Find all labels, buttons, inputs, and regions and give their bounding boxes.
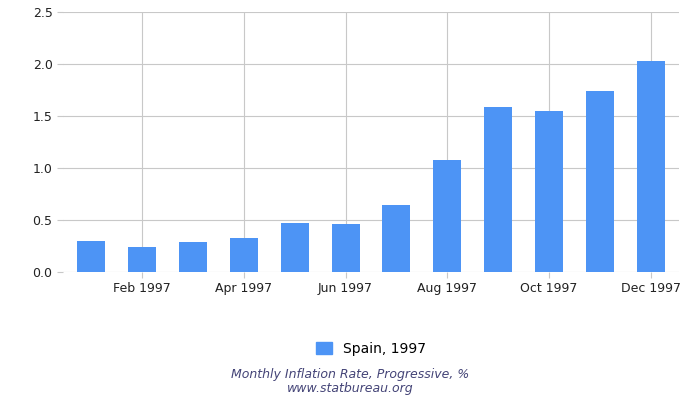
Bar xyxy=(281,223,309,272)
Bar xyxy=(178,242,206,272)
Text: Monthly Inflation Rate, Progressive, %: Monthly Inflation Rate, Progressive, % xyxy=(231,368,469,381)
Bar xyxy=(128,247,156,272)
Legend: Spain, 1997: Spain, 1997 xyxy=(310,336,432,361)
Bar xyxy=(536,111,564,272)
Bar xyxy=(77,241,105,272)
Bar xyxy=(484,107,512,272)
Bar xyxy=(332,224,360,272)
Bar xyxy=(637,61,665,272)
Bar xyxy=(382,206,410,272)
Bar xyxy=(586,91,614,272)
Bar xyxy=(433,160,461,272)
Bar xyxy=(230,238,258,272)
Text: www.statbureau.org: www.statbureau.org xyxy=(287,382,413,395)
